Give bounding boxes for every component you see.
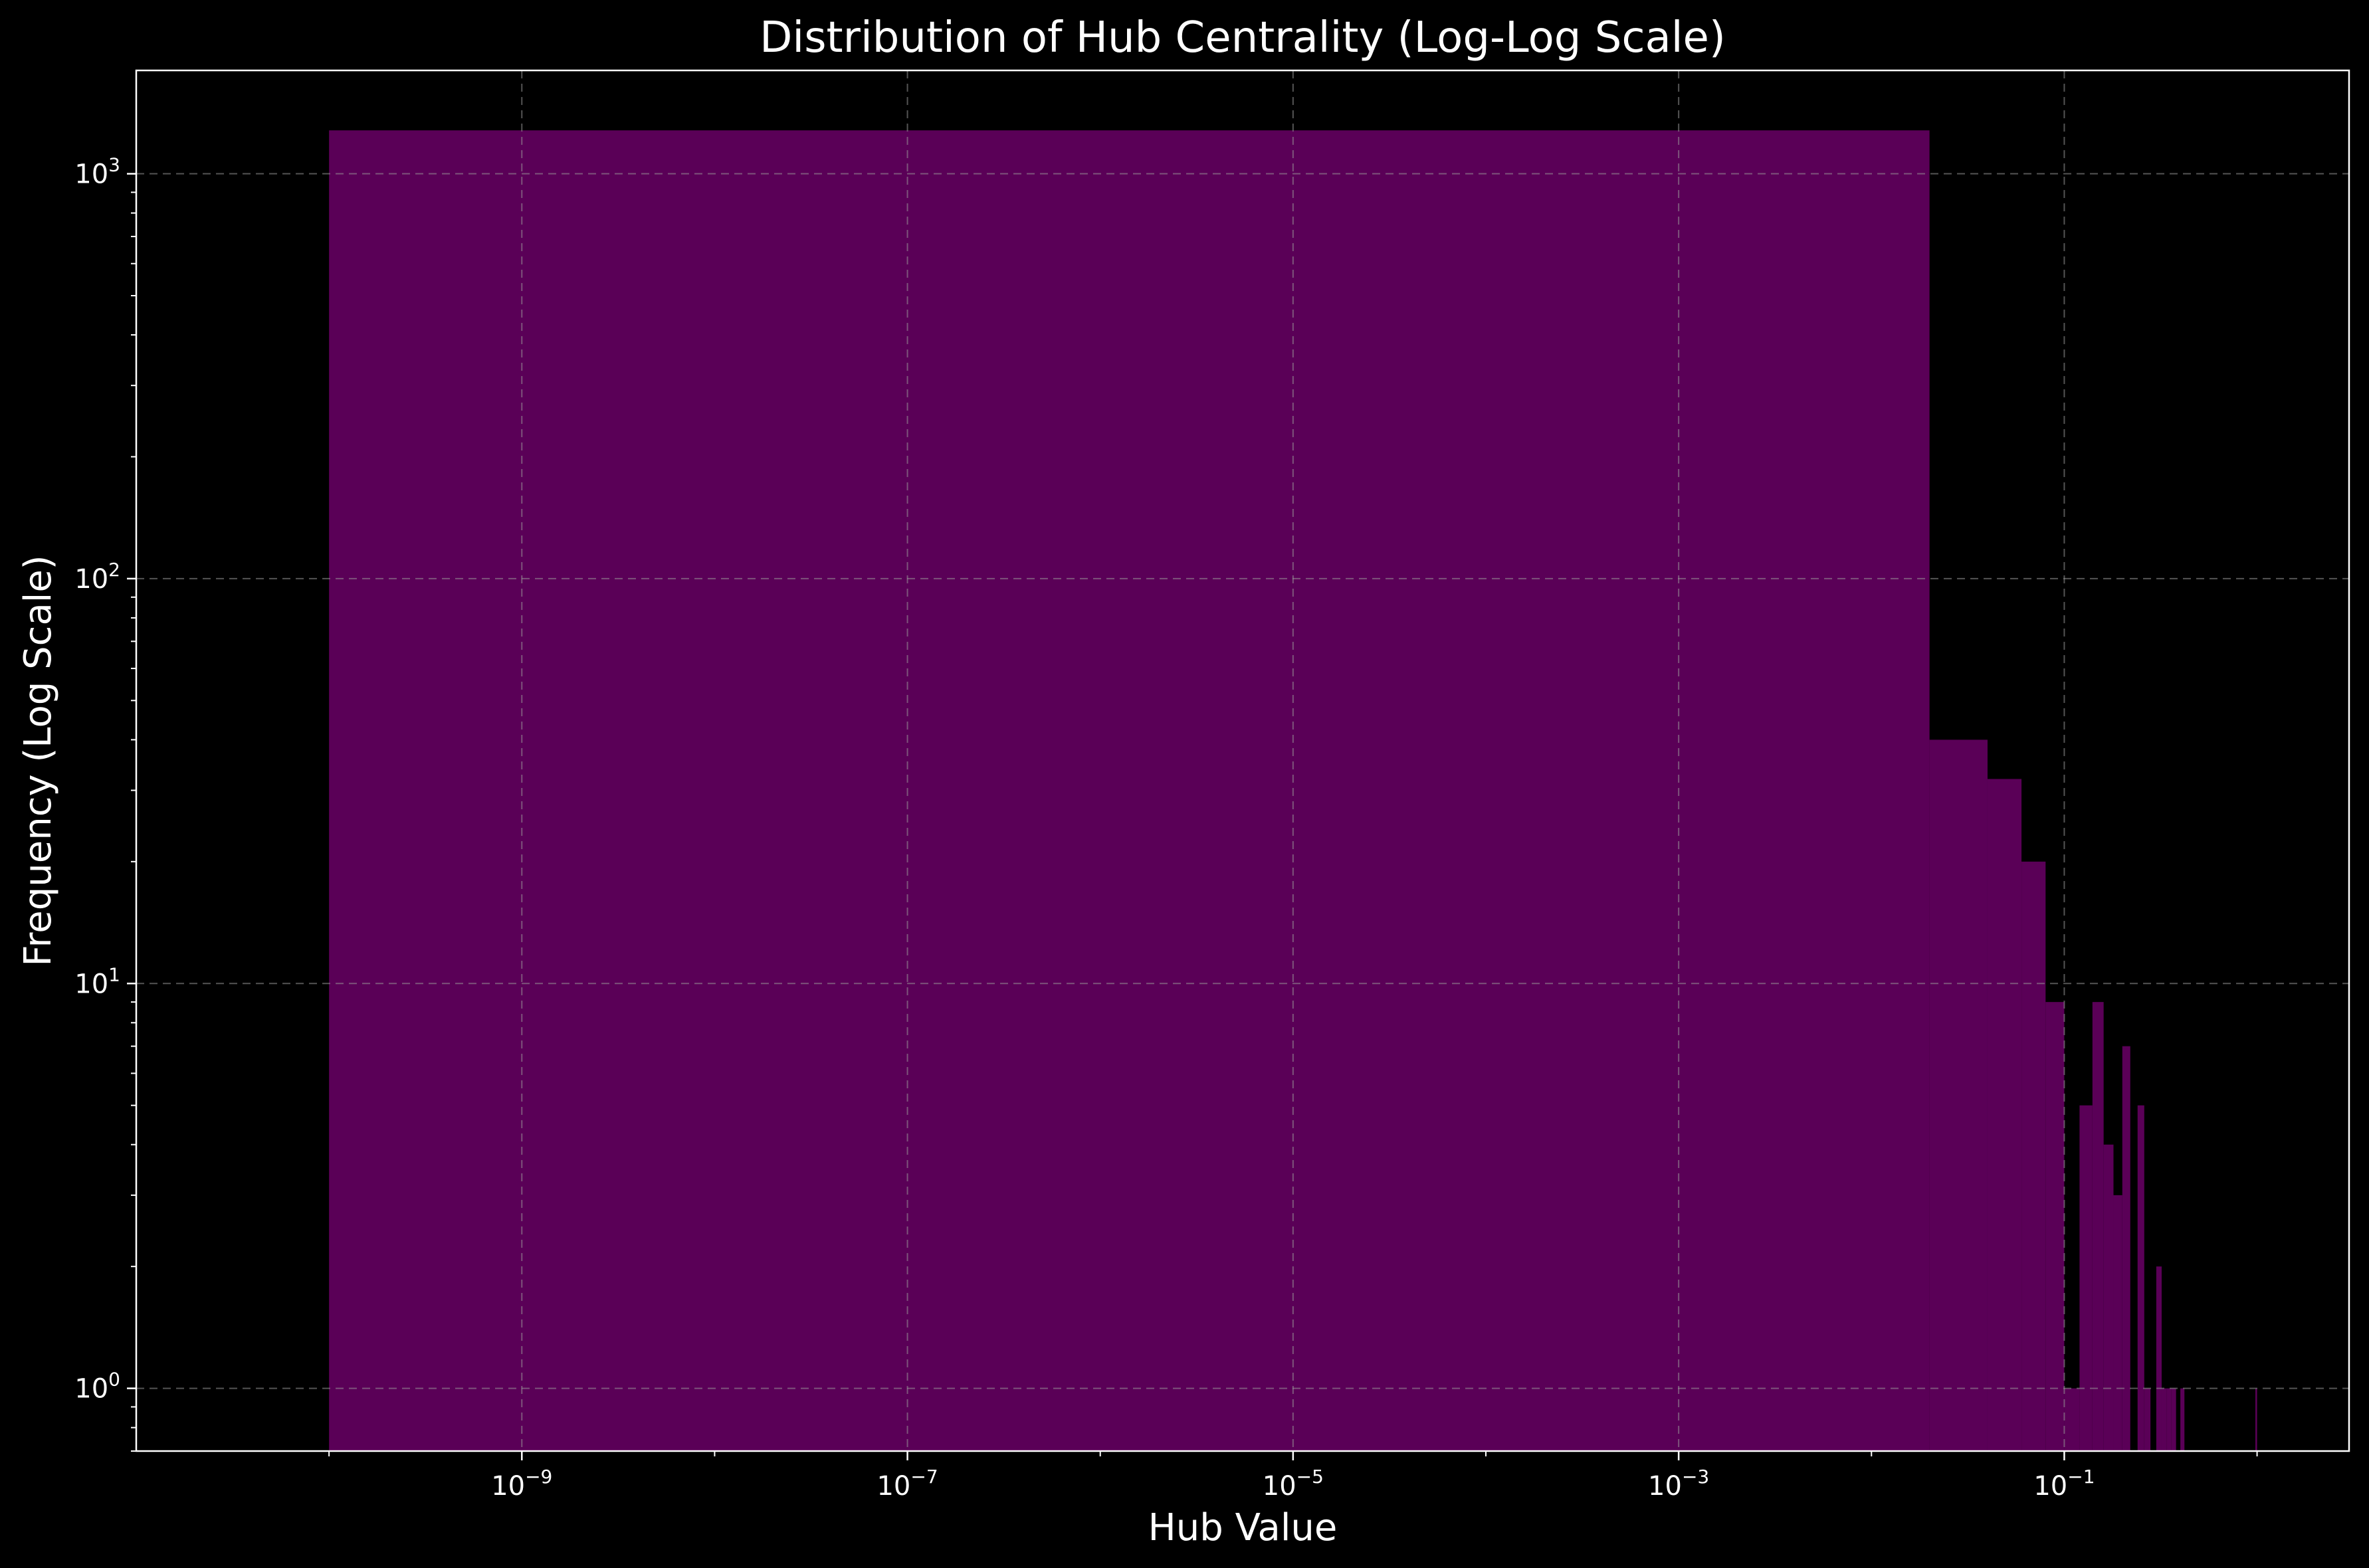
x-tick-label-2: 10−5 (1263, 1466, 1324, 1502)
histogram-bar-3 (2021, 861, 2046, 1451)
histogram-bars (329, 130, 2257, 1452)
x-tick-label-3: 10−3 (1648, 1466, 1709, 1502)
histogram-bar-16 (2161, 1388, 2167, 1451)
histogram-bar-17 (2166, 1388, 2172, 1451)
histogram-bar-12 (2137, 1105, 2144, 1451)
x-axis-label: Hub Value (1148, 1506, 1338, 1549)
axis-ticks: 10−9 10−7 10−5 10−3 10−1 100 101 102 103 (74, 154, 2258, 1502)
histogram-bar-20 (2180, 1388, 2185, 1451)
x-tick-label-0: 10−9 (491, 1466, 552, 1502)
histogram-bar-9 (2113, 1195, 2122, 1451)
histogram-bar-2 (1987, 779, 2022, 1451)
axes-frame (135, 69, 2350, 1452)
histogram-bar-18 (2171, 1388, 2176, 1451)
y-tick-label-0: 100 (74, 1369, 120, 1405)
y-tick-label-1: 101 (74, 963, 120, 999)
histogram-bar-15 (2156, 1266, 2162, 1451)
chart-title: Distribution of Hub Centrality (Log-Log … (760, 13, 1726, 62)
grid-lines (136, 70, 2349, 1451)
histogram-bar-0 (329, 130, 1930, 1452)
x-tick-label-1: 10−7 (876, 1466, 938, 1502)
y-tick-label-3: 103 (74, 154, 120, 190)
histogram-bar-1 (1929, 739, 1988, 1451)
histogram-bar-10 (2122, 1046, 2130, 1451)
x-tick-label-4: 10−1 (2033, 1466, 2095, 1502)
y-axis-label: Frequency (Log Scale) (17, 555, 60, 966)
y-tick-label-2: 102 (74, 559, 120, 595)
plot-area: 10−9 10−7 10−5 10−3 10−1 100 101 102 103 (74, 69, 2350, 1502)
histogram-bar-4 (2045, 1002, 2065, 1451)
histogram-bar-6 (2079, 1105, 2093, 1451)
histogram-bar-21 (2255, 1388, 2257, 1451)
histogram-bar-5 (2064, 1388, 2080, 1451)
histogram-bar-8 (2103, 1144, 2114, 1451)
histogram-bar-13 (2144, 1388, 2151, 1451)
histogram-bar-7 (2092, 1002, 2104, 1451)
